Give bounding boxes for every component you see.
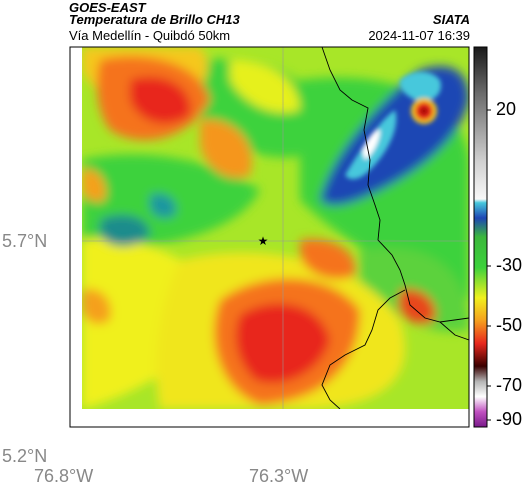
lat-tick-label: 5.7°N [2, 231, 48, 251]
satellite-title: GOES-EAST [69, 0, 146, 15]
organization-label: SIATA [432, 12, 470, 27]
timestamp-label: 2024-11-07 16:39 [368, 28, 470, 43]
department-border [321, 47, 469, 323]
colorbar-tick-label: -90 [496, 409, 523, 429]
colorbar-tick-label: -70 [496, 375, 523, 395]
temperature-field [82, 47, 469, 409]
colorbar-tick-label: -30 [496, 255, 523, 275]
product-title: Temperatura de Brillo CH13 [69, 12, 240, 27]
lon-tick-label: 76.8°W [34, 466, 94, 486]
colorbar [473, 46, 491, 428]
colorbar-tick-label: 20 [496, 99, 517, 119]
star-icon: ★ [258, 234, 269, 248]
lon-tick-label: 76.3°W [249, 466, 309, 486]
colorbar-tick-label: -50 [496, 315, 523, 335]
lat-tick-label: 5.2°N [2, 446, 48, 466]
region-subtitle: Vía Medellín - Quibdó 50km [69, 28, 231, 43]
